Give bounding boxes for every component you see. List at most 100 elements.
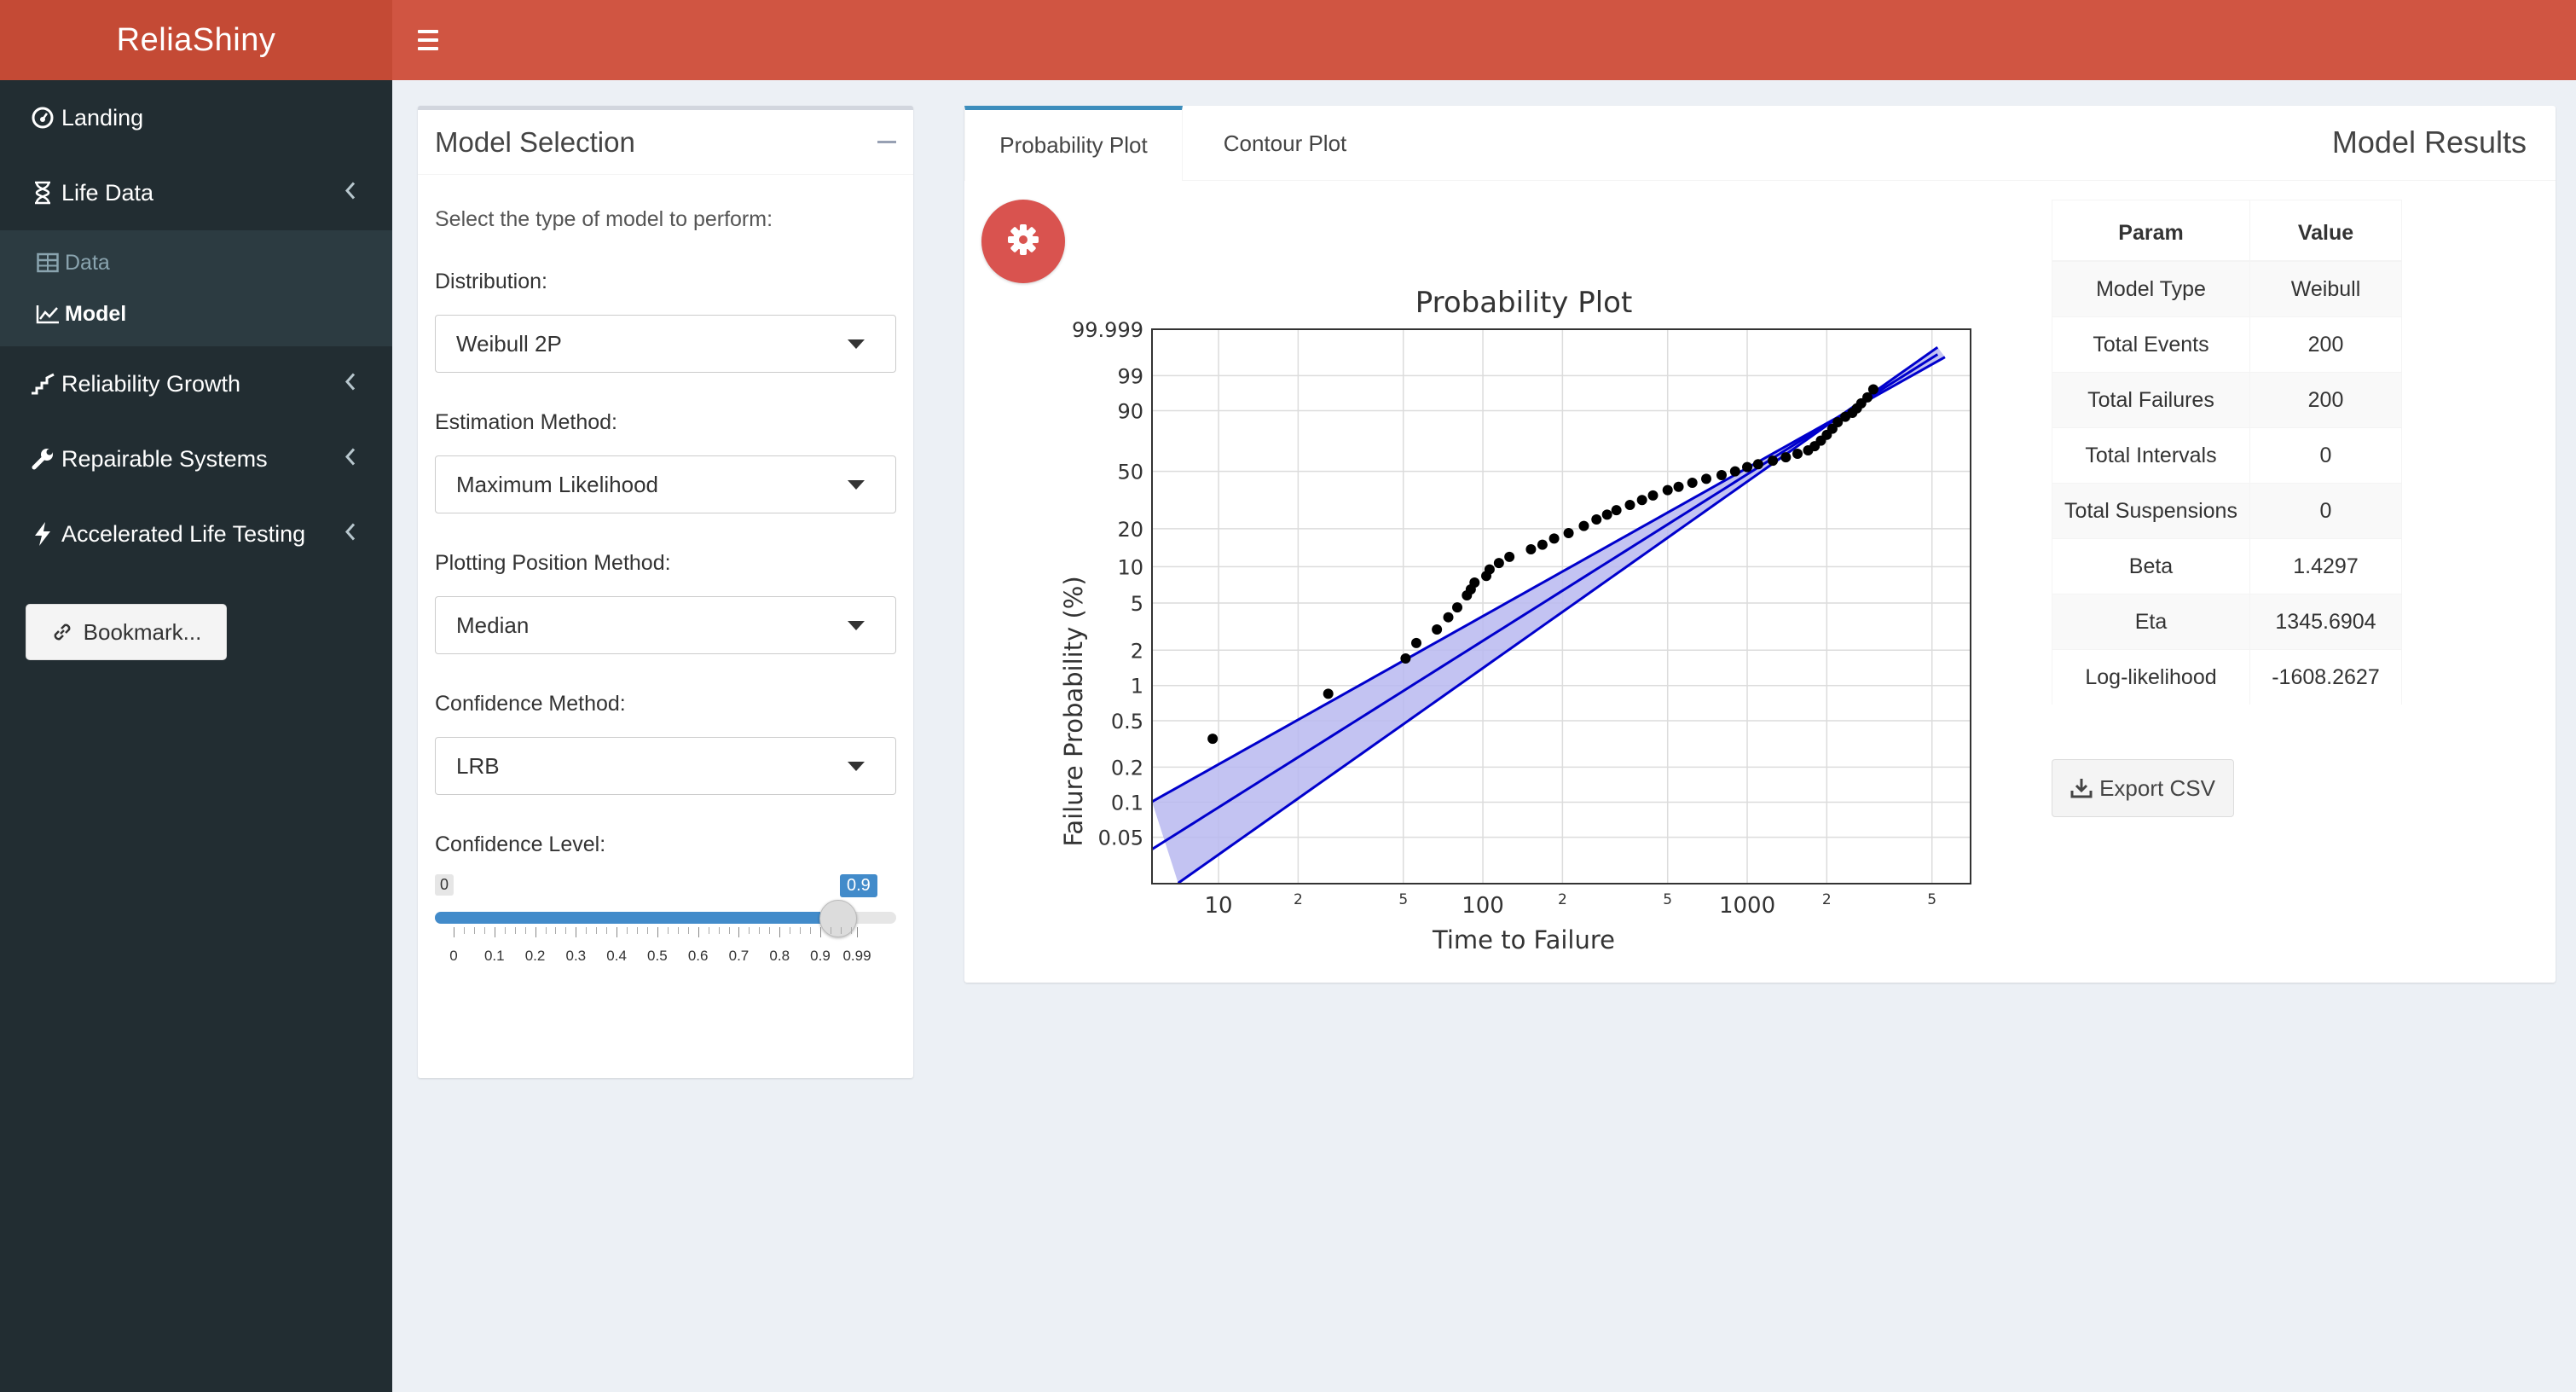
- y-tick-label: 90: [1117, 399, 1143, 423]
- slider-handle[interactable]: [819, 900, 857, 937]
- sidebar-item-label: Life Data: [61, 179, 154, 206]
- slider-minor-tick: [596, 927, 598, 934]
- sidebar-item-label: Landing: [61, 104, 144, 130]
- slider-tick-label: 0.8: [769, 948, 790, 964]
- y-tick-label: 5: [1131, 592, 1143, 616]
- data-point: [1410, 637, 1421, 648]
- value-cell: 200: [2249, 316, 2402, 373]
- data-point: [1662, 484, 1673, 496]
- data-point: [1469, 577, 1480, 589]
- slider-minor-tick: [514, 927, 516, 934]
- sidebar-toggle-icon[interactable]: [418, 21, 455, 59]
- param-cell: Total Intervals: [2052, 427, 2250, 484]
- plotting-position-value: Median: [456, 612, 530, 638]
- data-point: [1752, 459, 1763, 470]
- sidebar: Landing Life Data Data Model Reliability…: [0, 80, 392, 1392]
- data-point: [1792, 449, 1803, 460]
- table-row: Eta 1345.6904: [2052, 594, 2402, 650]
- plot-frame: [1151, 328, 1971, 884]
- y-tick-label: 2: [1131, 639, 1143, 663]
- collapse-icon[interactable]: [877, 141, 896, 143]
- slider-min-label: 0: [435, 874, 454, 896]
- slider-track[interactable]: [435, 912, 896, 924]
- param-cell: Total Events: [2052, 316, 2250, 373]
- distribution-value: Weibull 2P: [456, 330, 562, 357]
- data-point: [1323, 688, 1334, 699]
- data-point: [1862, 392, 1873, 403]
- slider-tick-label: 0.99: [842, 948, 871, 964]
- slider-minor-tick: [728, 927, 730, 934]
- x-tick-label: 2: [1294, 891, 1303, 908]
- data-point: [1742, 461, 1753, 473]
- sidebar-item-model[interactable]: Model: [0, 288, 392, 339]
- slider-tick-label: 0: [449, 948, 458, 964]
- slider-minor-tick: [524, 927, 526, 934]
- sidebar-item-life-data[interactable]: Life Data: [0, 155, 392, 230]
- chevron-left-icon: [344, 521, 356, 548]
- data-point: [1525, 544, 1537, 555]
- param-cell: Total Suspensions: [2052, 483, 2250, 539]
- slider-tick-labels: 0 0.1 0.2 0.3 0.4 0.5 0.6 0.7 0.8 0.9 0.99: [435, 948, 896, 966]
- data-point: [1647, 490, 1658, 501]
- slider-tick-label: 0.2: [524, 948, 546, 964]
- logo[interactable]: ReliaShiny: [0, 0, 392, 80]
- estimation-select[interactable]: Maximum Likelihood: [435, 455, 896, 513]
- confidence-level-slider[interactable]: 0 0.9 0 0.1 0.2 0.3 0.4 0.5 0.6 0.7 0.8 0.9 0.99: [435, 874, 896, 977]
- caret-down-icon: [848, 762, 865, 771]
- table-icon: [34, 249, 61, 276]
- plot-settings-button[interactable]: [981, 200, 1065, 283]
- tab-label: Contour Plot: [1223, 130, 1347, 156]
- export-csv-button[interactable]: Export CSV: [2052, 759, 2234, 817]
- data-point: [1400, 653, 1411, 664]
- bookmark-button[interactable]: Bookmark...: [26, 604, 227, 660]
- slider-minor-tick: [545, 927, 547, 934]
- y-tick-label: 0.2: [1111, 756, 1143, 780]
- slider-minor-tick: [473, 927, 475, 934]
- sidebar-item-reliability-growth[interactable]: Reliability Growth: [0, 346, 392, 421]
- data-point: [1207, 734, 1219, 745]
- data-point: [1624, 500, 1635, 511]
- bookmark-label: Bookmark...: [83, 618, 202, 645]
- confidence-method-select[interactable]: LRB: [435, 737, 896, 795]
- table-header-value: Value: [2249, 200, 2402, 262]
- y-tick-label: 10: [1117, 555, 1143, 579]
- caret-down-icon: [848, 339, 865, 349]
- data-point: [1504, 551, 1515, 562]
- tab-probability-plot[interactable]: Probability Plot: [964, 106, 1183, 181]
- table-row: Total Events 200: [2052, 316, 2402, 373]
- sidebar-item-label: Accelerated Life Testing: [61, 520, 306, 547]
- distribution-label: Distribution:: [435, 270, 547, 293]
- x-tick-label: 5: [1663, 891, 1672, 908]
- plotting-position-select[interactable]: Median: [435, 596, 896, 654]
- table-row: Beta 1.4297: [2052, 538, 2402, 594]
- x-tick-label: 5: [1927, 891, 1936, 908]
- x-tick-label: 2: [1558, 891, 1567, 908]
- lower-bound-line: [1177, 345, 1939, 884]
- data-point: [1493, 558, 1504, 569]
- slider-minor-tick: [463, 927, 465, 934]
- data-points: [1207, 384, 1878, 745]
- wrench-icon: [29, 445, 56, 473]
- sidebar-item-accelerated-life-testing[interactable]: Accelerated Life Testing: [0, 496, 392, 571]
- slider-minor-tick: [565, 927, 567, 934]
- model-selection-box: Model Selection Select the type of model…: [418, 106, 913, 1078]
- slider-tick-label: 0.1: [483, 948, 505, 964]
- value-cell: 0: [2249, 427, 2402, 484]
- data-point: [1563, 528, 1574, 539]
- value-cell: 0: [2249, 483, 2402, 539]
- sidebar-item-data[interactable]: Data: [0, 237, 392, 288]
- distribution-select[interactable]: Weibull 2P: [435, 315, 896, 373]
- slider-minor-tick: [769, 927, 771, 934]
- fit-line: [1151, 353, 1939, 850]
- tab-label: Probability Plot: [999, 132, 1148, 158]
- tab-contour-plot[interactable]: Contour Plot: [1183, 106, 1387, 181]
- data-point: [1601, 509, 1612, 520]
- sidebar-item-landing[interactable]: Landing: [0, 80, 392, 155]
- sidebar-item-repairable-systems[interactable]: Repairable Systems: [0, 421, 392, 496]
- confidence-method-label: Confidence Method:: [435, 692, 626, 716]
- table-row: Total Failures 200: [2052, 372, 2402, 428]
- y-axis-label: Failure Probability (%): [1059, 576, 1088, 846]
- y-tick-label: 99.999: [1072, 318, 1143, 342]
- upper-bound-line: [1151, 356, 1946, 803]
- data-point: [1432, 624, 1443, 635]
